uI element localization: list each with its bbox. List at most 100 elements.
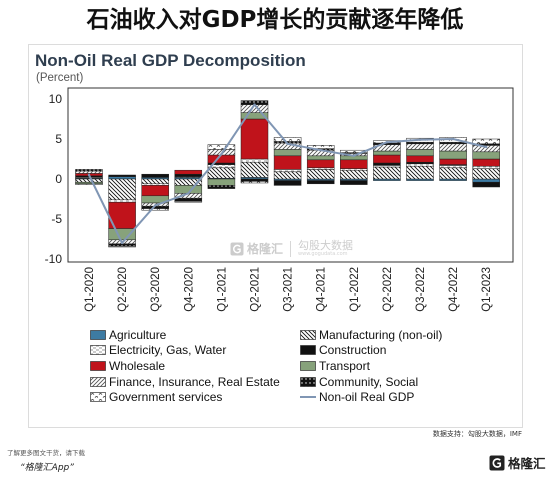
legend-label-wholesale: Wholesale — [109, 358, 166, 373]
x-axis-ticks: Q1-2020 Q2-2020 Q3-2020 Q4-2020 Q1-2021 Q2-20… — [84, 267, 493, 312]
bar-segment-wholesale-q3-2022 — [406, 155, 434, 163]
chart-title: Non-Oil Real GDP Decomposition — [35, 51, 306, 70]
bar-segment-construction-q3-2020 — [141, 173, 169, 178]
bar-segment-electricity-gas-water-q2-2020 — [108, 199, 136, 203]
bar-segment-construction-q3-2021 — [273, 180, 302, 186]
legend-item-construction: Construction — [300, 343, 500, 359]
bar-segment-government-services-q1-2022 — [340, 149, 368, 153]
bar-segment-government-services-q1-2023 — [472, 138, 500, 145]
non-oil-gdp-point-q1-2021 — [220, 153, 223, 156]
legend-swatch-community — [300, 376, 316, 387]
non-oil-gdp-point-q3-2020 — [154, 204, 157, 207]
bar-segment-government-services-q4-2020 — [174, 201, 203, 203]
bar-segment-transport-q1-2023 — [472, 151, 500, 160]
bar-segment-government-services-q2-2021 — [240, 181, 269, 184]
non-oil-gdp-point-q2-2021 — [253, 103, 256, 106]
x-tick-label: Q4-2021 — [316, 267, 328, 312]
legend-label-non-oil-gdp: Non-oil Real GDP — [319, 390, 415, 405]
bar-segment-wholesale-q4-2021 — [306, 159, 335, 169]
y-tick-label: -10 — [45, 252, 63, 266]
bar-segment-community-social-q4-2020 — [174, 197, 203, 202]
legend-swatch-agriculture — [90, 329, 106, 340]
chart-border — [28, 44, 523, 428]
bar-segment-wholesale-q1-2021 — [207, 154, 236, 164]
bar-segment-construction-q1-2022 — [340, 180, 368, 185]
bar-segment-transport-q1-2021 — [207, 178, 236, 186]
legend-label-manufacturing: Manufacturing (non-oil) — [319, 327, 443, 342]
legend-swatch-government — [90, 392, 106, 403]
y-axis-ticks: 10 5 0 -5 -10 — [45, 92, 63, 266]
legend-swatch-construction — [300, 345, 316, 356]
x-tick-label: Q2-2021 — [250, 267, 262, 312]
x-tick-label: Q3-2020 — [150, 267, 162, 312]
x-tick-label: Q1-2021 — [216, 267, 228, 312]
bar-segment-wholesale-q2-2021 — [240, 118, 269, 160]
legend-label-construction: Construction — [319, 343, 387, 358]
x-tick-label: Q4-2020 — [183, 267, 195, 312]
x-tick-label: Q4-2022 — [448, 267, 460, 312]
non-oil-gdp-point-q4-2022 — [451, 137, 455, 141]
x-tick-label: Q1-2022 — [349, 267, 361, 312]
legend-item-finance: Finance, Insurance, Real Estate — [90, 374, 300, 390]
brand-logo: 格隆汇 — [489, 454, 546, 471]
bar-segment-construction-q4-2020 — [174, 173, 203, 177]
bar-segment-electricity-gas-water-q1-2023 — [472, 165, 500, 169]
bar-segment-transport-q2-2022 — [373, 150, 401, 156]
bar-segment-manufacturing-non-oil-q2-2021 — [240, 161, 269, 178]
bar-segment-manufacturing-non-oil-q3-2020 — [141, 178, 169, 185]
legend-item-non-oil-gdp: Non-oil Real GDP — [300, 389, 500, 405]
bar-segment-government-services-q1-2021 — [207, 144, 236, 150]
footer-prompt: 了解更多图文干货，请下载 — [7, 449, 85, 457]
bar-segment-construction-q4-2021 — [306, 180, 335, 185]
bar-segment-electricity-gas-water-q4-2022 — [439, 165, 467, 169]
non-oil-gdp-point-q3-2021 — [286, 142, 289, 145]
legend-label-government: Government services — [109, 390, 223, 405]
bar-segment-wholesale-q2-2022 — [373, 154, 401, 164]
legend-label-electricity: Electricity, Gas, Water — [109, 343, 227, 358]
bar-segment-government-services-q3-2021 — [273, 137, 302, 142]
bar-segment-government-services-q1-2020 — [75, 183, 103, 185]
bar-segment-transport-q4-2021 — [306, 155, 335, 161]
x-tick-label: Q2-2022 — [382, 267, 394, 312]
bar-segment-manufacturing-non-oil-q4-2021 — [306, 169, 335, 180]
y-axis-unit-label: (Percent) — [36, 72, 84, 84]
bar-segment-wholesale-q4-2020 — [174, 169, 203, 175]
bar-segment-manufacturing-non-oil-q1-2022 — [340, 169, 368, 180]
bar-segment-construction-q2-2020 — [108, 174, 136, 177]
non-oil-gdp-point-q1-2020 — [87, 173, 91, 177]
bar-segment-community-social-q1-2021 — [207, 185, 236, 189]
legend-label-finance: Finance, Insurance, Real Estate — [109, 374, 280, 389]
bar-segment-finance-insurance-real-estate-q3-2022 — [406, 143, 434, 150]
footer-app-name: “格隆汇App” — [20, 463, 74, 473]
legend-swatch-transport — [300, 361, 316, 371]
bar-segment-wholesale-q4-2022 — [439, 158, 467, 165]
bar-segment-manufacturing-non-oil-q3-2021 — [273, 171, 302, 180]
bar-segment-community-social-q1-2020 — [75, 169, 103, 172]
line-layer — [87, 103, 488, 245]
brand-name: 格隆汇 — [508, 456, 546, 471]
legend-item-wholesale: Wholesale — [90, 358, 300, 374]
bar-segment-electricity-gas-water-q2-2021 — [240, 158, 269, 163]
legend-item-agriculture: Agriculture — [90, 327, 300, 343]
bar-segment-agriculture-q1-2023 — [472, 178, 500, 183]
y-tick-label: 0 — [55, 172, 62, 186]
bar-segment-wholesale-q3-2020 — [141, 185, 169, 197]
legend-item-government: Government services — [90, 389, 300, 405]
bar-segment-manufacturing-non-oil-q1-2021 — [207, 167, 236, 179]
bar-segment-construction-q2-2021 — [240, 178, 269, 182]
legend-label-transport: Transport — [319, 358, 370, 373]
legend-item-transport: Transport — [300, 358, 500, 374]
x-tick-label: Q2-2020 — [117, 267, 129, 312]
non-oil-gdp-point-q4-2020 — [187, 192, 190, 195]
non-oil-gdp-point-q2-2020 — [120, 241, 124, 245]
legend-label-agriculture: Agriculture — [109, 327, 167, 342]
bar-segment-manufacturing-non-oil-q3-2022 — [406, 165, 434, 180]
legend-item-community: Community, Social — [300, 374, 500, 390]
bar-segment-transport-q3-2022 — [406, 149, 434, 157]
bar-segment-manufacturing-non-oil-q1-2020 — [75, 178, 103, 183]
bar-segment-finance-insurance-real-estate-q4-2022 — [439, 143, 467, 152]
y-tick-label: -5 — [51, 212, 62, 226]
gelonghui-g-icon — [489, 455, 505, 470]
page-headline: 石油收入对GDP增长的贡献逐年降低 — [86, 7, 464, 33]
